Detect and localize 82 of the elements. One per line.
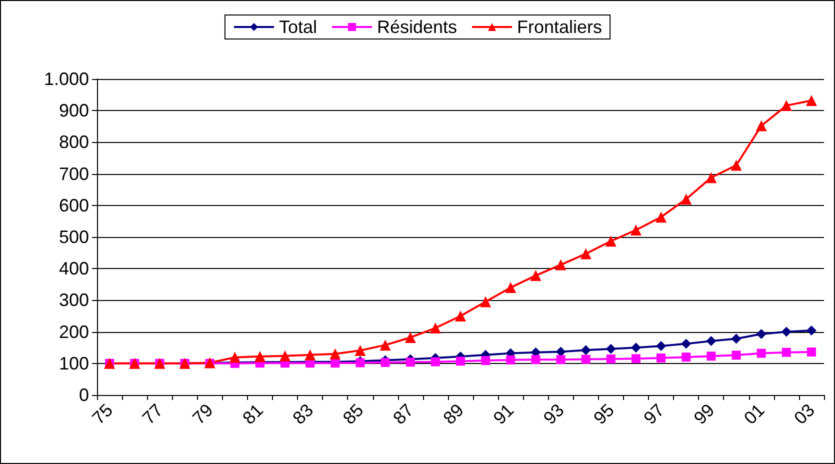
point [806,94,817,106]
point [806,326,816,336]
point [556,355,566,364]
point [229,352,240,363]
point [630,224,642,236]
point [404,332,416,343]
point [505,282,516,294]
x-tick-label: 87 [389,400,418,428]
point [681,338,692,349]
point [530,270,542,282]
point [580,248,592,260]
point [380,358,390,367]
point [581,354,590,364]
y-tick-label: 100 [58,353,89,374]
y-tick-label: 200 [58,322,89,342]
point [481,356,490,366]
x-tick-label: 89 [439,400,468,428]
x-tick-label: 91 [489,400,518,428]
x-tick-label: 99 [690,400,718,428]
y-tick-label: 400 [58,258,89,279]
x-tick-label: 01 [740,400,768,428]
legend-label: Résidents [376,17,458,37]
point [605,236,616,247]
point [756,348,766,358]
x-tick-label: 81 [238,400,268,428]
y-tick-label: 300 [58,290,89,310]
y-tick-label: 1.000 [44,69,89,89]
point [254,350,266,362]
point [706,172,717,184]
point [580,345,591,356]
legend-label: Frontaliers [517,17,602,37]
point [430,322,441,334]
point [706,336,716,346]
x-tick-label: 77 [138,400,167,428]
point [555,259,566,270]
x-tick-label: 83 [288,400,318,428]
point [706,352,716,361]
point [781,326,792,337]
point [430,357,440,366]
x-tick-label: 85 [339,400,368,428]
legend-label: Total [278,17,317,37]
y-tick-label: 900 [58,100,89,121]
point [531,355,540,364]
point [631,354,640,364]
point [606,344,616,354]
x-tick-label: 79 [188,400,217,428]
y-tick-label: 0 [78,385,89,405]
x-tick-label: 75 [88,400,117,428]
point [380,340,391,351]
point [656,341,666,352]
point [732,350,741,360]
point [455,310,466,322]
point [780,100,792,112]
point [680,194,692,205]
point [806,348,816,357]
point [730,160,742,171]
y-tick-label: 800 [58,132,89,152]
y-tick-label: 700 [58,164,89,184]
x-tick-label: 95 [590,400,618,428]
point [556,346,566,357]
x-tick-label: 93 [540,400,568,428]
point [354,344,366,356]
point [756,120,767,132]
point [630,342,641,353]
point [731,334,742,344]
point [506,355,516,364]
point [656,354,666,363]
point [756,329,766,340]
point [304,349,316,360]
point [330,348,341,360]
y-tick-label: 600 [58,195,89,216]
point [656,212,667,223]
point [280,350,291,362]
x-tick-label: 97 [640,400,668,428]
y-tick-label: 500 [58,227,89,247]
point [782,348,791,357]
point [682,352,691,362]
point [480,296,492,308]
x-tick-label: 03 [790,400,819,428]
point [456,356,465,366]
point [606,354,616,364]
point [406,358,415,367]
